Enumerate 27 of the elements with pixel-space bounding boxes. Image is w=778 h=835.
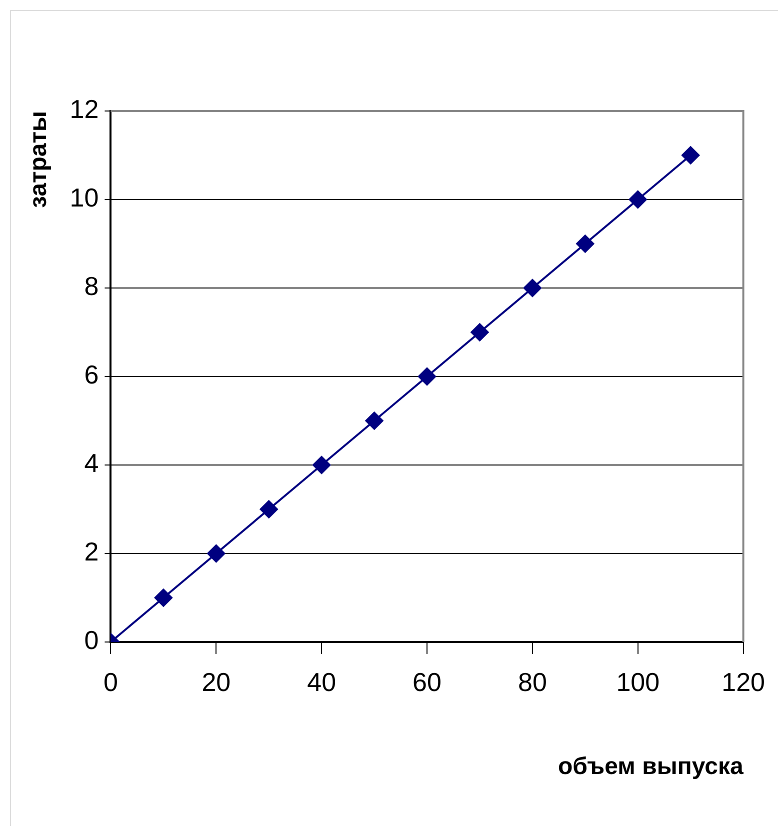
y-axis-title: затраты	[25, 111, 52, 208]
x-tick-label: 120	[722, 666, 766, 697]
x-tick-label: 40	[307, 666, 336, 697]
point	[207, 544, 226, 562]
point	[260, 500, 278, 518]
y-tick-label: 8	[84, 271, 99, 302]
point	[418, 368, 436, 386]
y-tick-label: 2	[84, 536, 99, 567]
y-tick-label: 12	[70, 94, 99, 124]
x-axis-title: объем выпуска	[558, 753, 744, 780]
point	[523, 279, 542, 297]
point	[312, 456, 331, 474]
x-tick-label: 100	[616, 666, 660, 697]
point	[470, 323, 489, 342]
point	[682, 146, 700, 164]
y-tick-label: 0	[84, 625, 99, 656]
point	[365, 412, 384, 430]
y-tick-label: 10	[70, 182, 99, 213]
x-tick-label: 20	[202, 666, 231, 697]
point	[576, 234, 594, 253]
x-tick-label: 60	[412, 666, 442, 697]
y-tick-label: 4	[84, 448, 99, 478]
point	[154, 588, 172, 607]
y-tick-label: 6	[84, 360, 99, 390]
x-tick-label: 0	[103, 666, 118, 697]
point	[628, 190, 647, 208]
x-tick-label: 80	[518, 666, 547, 697]
